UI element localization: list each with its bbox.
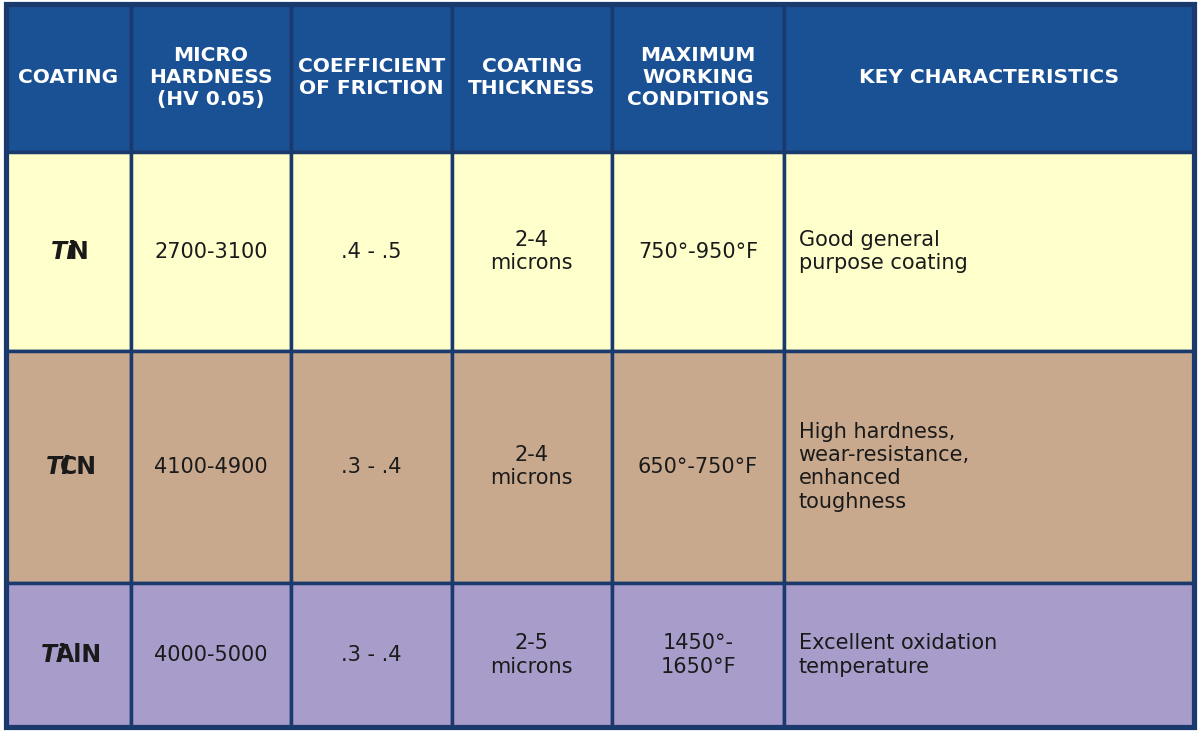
Bar xyxy=(131,4,292,152)
Bar xyxy=(6,152,131,351)
Text: Ti: Ti xyxy=(46,455,71,479)
Bar xyxy=(6,4,131,152)
Bar xyxy=(784,4,1194,152)
Text: .3 - .4: .3 - .4 xyxy=(341,457,402,477)
Text: 1450°-
1650°F: 1450°- 1650°F xyxy=(660,633,736,677)
Text: High hardness,
wear-resistance,
enhanced
toughness: High hardness, wear-resistance, enhanced… xyxy=(798,422,970,512)
Text: KEY CHARACTERISTICS: KEY CHARACTERISTICS xyxy=(859,68,1120,87)
Bar xyxy=(784,583,1194,727)
Bar xyxy=(6,583,131,727)
Bar xyxy=(451,583,612,727)
Bar xyxy=(612,4,784,152)
Bar xyxy=(292,351,451,583)
Text: 4100-4900: 4100-4900 xyxy=(154,457,268,477)
Text: MICRO
HARDNESS
(HV 0.05): MICRO HARDNESS (HV 0.05) xyxy=(149,46,272,110)
Text: CN: CN xyxy=(60,455,97,479)
Text: 2-5
microns: 2-5 microns xyxy=(491,633,572,677)
Bar xyxy=(612,351,784,583)
Text: AlN: AlN xyxy=(55,643,102,667)
Text: Ti: Ti xyxy=(41,643,65,667)
Text: COATING
THICKNESS: COATING THICKNESS xyxy=(468,57,595,99)
Text: 650°-750°F: 650°-750°F xyxy=(638,457,758,477)
Text: Ti: Ti xyxy=(52,240,76,263)
Bar xyxy=(6,351,131,583)
Text: N: N xyxy=(68,240,89,263)
Bar xyxy=(292,4,451,152)
Text: COEFFICIENT
OF FRICTION: COEFFICIENT OF FRICTION xyxy=(298,57,445,99)
Bar xyxy=(451,351,612,583)
Text: 2-4
microns: 2-4 microns xyxy=(491,230,572,273)
Bar xyxy=(131,351,292,583)
Text: Good general
purpose coating: Good general purpose coating xyxy=(798,230,967,273)
Bar xyxy=(784,351,1194,583)
Bar xyxy=(784,152,1194,351)
Bar xyxy=(612,583,784,727)
Text: MAXIMUM
WORKING
CONDITIONS: MAXIMUM WORKING CONDITIONS xyxy=(626,46,769,110)
Text: 4000-5000: 4000-5000 xyxy=(154,645,268,665)
Bar xyxy=(292,152,451,351)
Text: 2-4
microns: 2-4 microns xyxy=(491,445,572,488)
Text: Excellent oxidation
temperature: Excellent oxidation temperature xyxy=(798,633,997,677)
Bar xyxy=(131,583,292,727)
Bar xyxy=(292,583,451,727)
Text: 2700-3100: 2700-3100 xyxy=(154,241,268,262)
Bar xyxy=(131,152,292,351)
Text: .4 - .5: .4 - .5 xyxy=(341,241,402,262)
Bar xyxy=(451,152,612,351)
Text: .3 - .4: .3 - .4 xyxy=(341,645,402,665)
Bar xyxy=(451,4,612,152)
Text: 750°-950°F: 750°-950°F xyxy=(638,241,758,262)
Text: COATING: COATING xyxy=(18,68,119,87)
Bar xyxy=(612,152,784,351)
